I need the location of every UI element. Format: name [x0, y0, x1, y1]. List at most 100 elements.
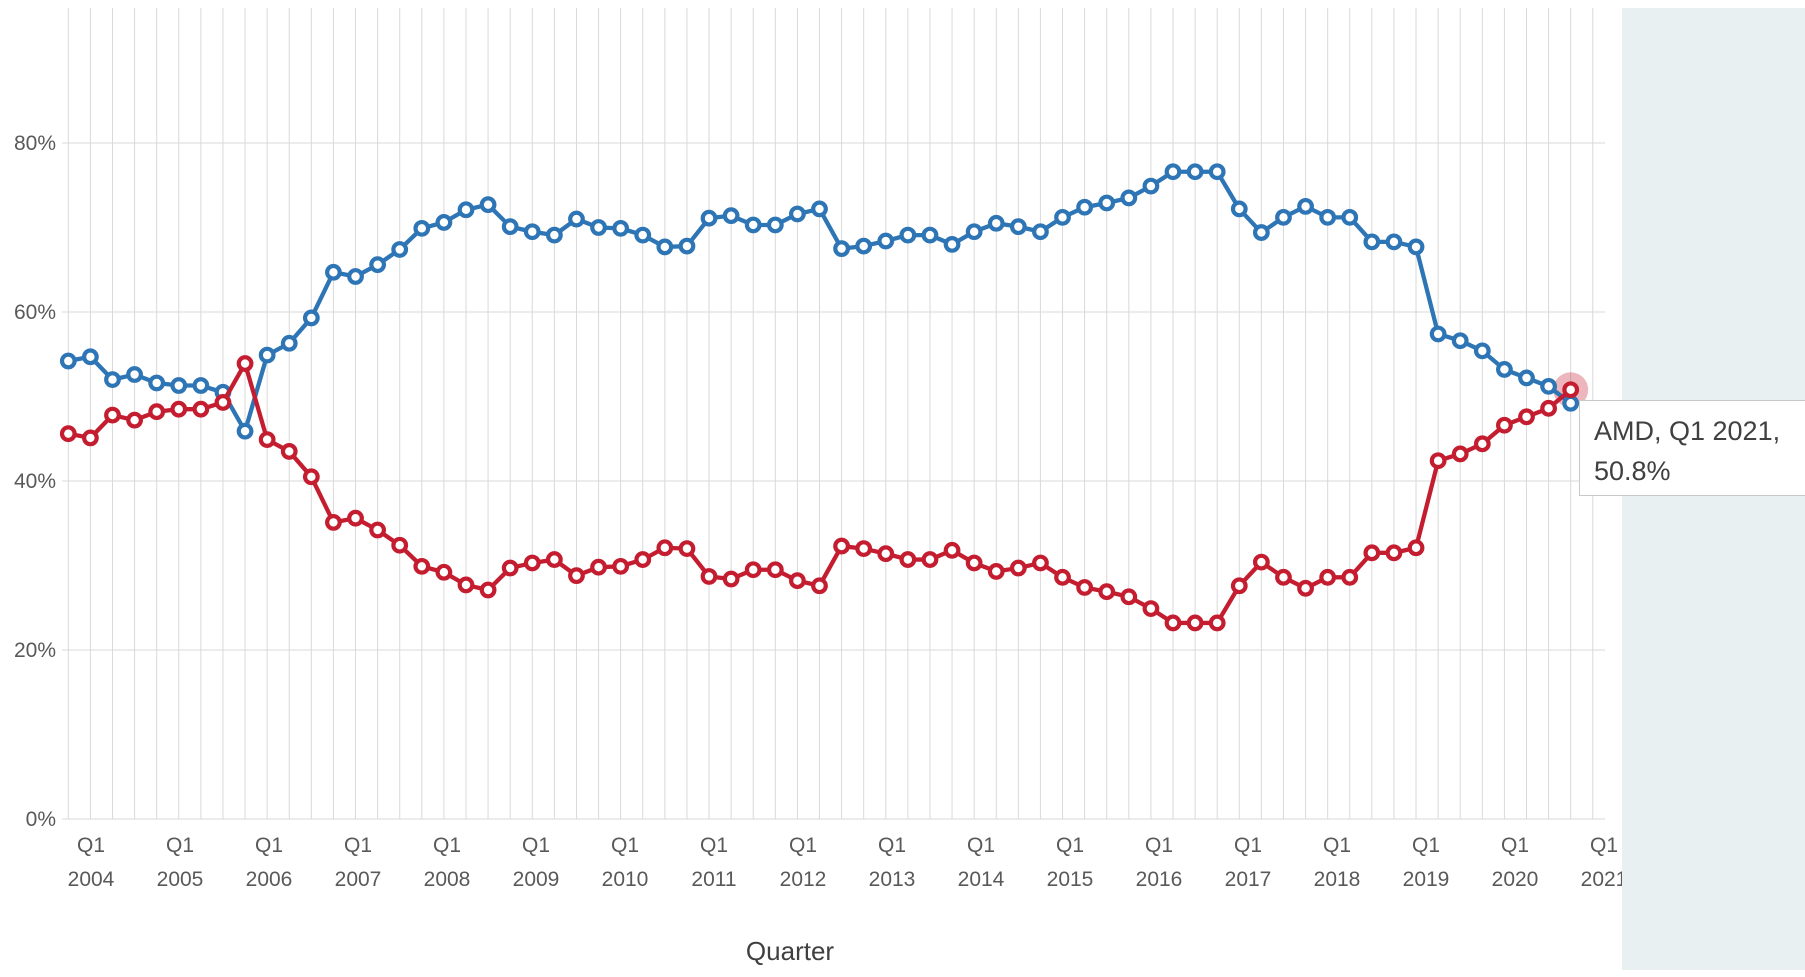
- data-point-marker-amd[interactable]: [899, 551, 917, 568]
- data-point-marker-blue[interactable]: [1385, 233, 1403, 251]
- data-point-marker-blue[interactable]: [877, 232, 895, 250]
- data-point-marker-amd[interactable]: [1054, 568, 1071, 586]
- data-point-marker-amd[interactable]: [877, 545, 895, 563]
- data-point-marker-blue[interactable]: [1076, 198, 1094, 216]
- data-point-marker-blue[interactable]: [678, 237, 696, 255]
- data-point-marker-blue[interactable]: [1562, 394, 1580, 412]
- data-point-marker-blue[interactable]: [1496, 361, 1513, 378]
- data-point-marker-amd[interactable]: [214, 394, 232, 411]
- data-point-marker-blue[interactable]: [590, 219, 607, 236]
- data-point-marker-blue[interactable]: [1341, 208, 1359, 226]
- data-point-marker-blue[interactable]: [965, 223, 983, 241]
- data-point-marker-amd[interactable]: [1407, 539, 1425, 557]
- data-point-marker-blue[interactable]: [59, 352, 77, 370]
- data-point-marker-amd[interactable]: [1009, 559, 1027, 577]
- data-point-marker-blue[interactable]: [1451, 332, 1469, 350]
- data-point-marker-blue[interactable]: [1009, 218, 1027, 236]
- data-point-marker-blue[interactable]: [435, 214, 453, 231]
- data-point-marker-amd[interactable]: [413, 557, 431, 575]
- data-point-marker-blue[interactable]: [833, 240, 850, 258]
- data-point-marker-amd[interactable]: [369, 521, 387, 539]
- data-point-marker-blue[interactable]: [81, 348, 99, 366]
- data-point-marker-amd[interactable]: [1186, 614, 1204, 632]
- data-point-marker-blue[interactable]: [1208, 163, 1226, 181]
- data-point-marker-amd[interactable]: [1142, 600, 1160, 617]
- data-point-marker-amd[interactable]: [479, 581, 497, 599]
- data-point-marker-amd[interactable]: [148, 403, 166, 421]
- data-point-marker-amd[interactable]: [1120, 588, 1138, 606]
- data-point-marker-amd[interactable]: [921, 551, 939, 568]
- data-point-marker-amd[interactable]: [391, 536, 409, 554]
- data-point-marker-blue[interactable]: [457, 201, 475, 219]
- data-point-marker-blue[interactable]: [1186, 163, 1204, 181]
- data-point-marker-amd[interactable]: [1164, 614, 1182, 632]
- data-point-marker-blue[interactable]: [1429, 325, 1447, 343]
- data-point-marker-amd[interactable]: [104, 406, 121, 424]
- data-point-marker-blue[interactable]: [369, 256, 387, 274]
- data-point-marker-amd[interactable]: [1252, 553, 1270, 571]
- data-point-marker-amd[interactable]: [833, 537, 850, 555]
- data-point-marker-amd[interactable]: [1562, 381, 1580, 399]
- data-point-marker-blue[interactable]: [280, 334, 298, 352]
- data-point-marker-blue[interactable]: [1252, 224, 1270, 241]
- data-point-marker-blue[interactable]: [921, 226, 939, 244]
- data-point-marker-amd[interactable]: [722, 570, 740, 588]
- data-point-marker-blue[interactable]: [192, 377, 210, 394]
- data-point-marker-amd[interactable]: [855, 540, 873, 557]
- data-point-marker-blue[interactable]: [347, 268, 364, 285]
- data-point-marker-amd[interactable]: [634, 551, 652, 568]
- data-point-marker-amd[interactable]: [1496, 416, 1513, 434]
- data-point-marker-amd[interactable]: [656, 539, 674, 557]
- data-point-marker-amd[interactable]: [987, 563, 1005, 580]
- data-point-marker-blue[interactable]: [1120, 189, 1138, 207]
- data-point-marker-amd[interactable]: [236, 355, 254, 372]
- data-point-marker-amd[interactable]: [1429, 452, 1447, 470]
- data-point-marker-blue[interactable]: [302, 309, 320, 327]
- data-point-marker-amd[interactable]: [789, 572, 806, 590]
- data-point-marker-amd[interactable]: [1230, 577, 1248, 595]
- data-point-marker-blue[interactable]: [479, 196, 497, 214]
- data-point-marker-blue[interactable]: [501, 218, 519, 236]
- data-point-marker-amd[interactable]: [1076, 579, 1094, 596]
- data-point-marker-blue[interactable]: [148, 374, 166, 392]
- data-point-marker-blue[interactable]: [1518, 369, 1535, 387]
- data-point-marker-amd[interactable]: [1385, 544, 1403, 562]
- data-point-marker-blue[interactable]: [943, 235, 961, 253]
- data-point-marker-blue[interactable]: [744, 216, 762, 234]
- data-point-marker-blue[interactable]: [1540, 377, 1557, 395]
- data-point-marker-amd[interactable]: [943, 541, 961, 559]
- data-point-marker-blue[interactable]: [170, 377, 188, 394]
- data-point-marker-amd[interactable]: [435, 563, 453, 581]
- data-point-marker-amd[interactable]: [302, 468, 320, 486]
- data-point-marker-blue[interactable]: [656, 238, 674, 256]
- data-point-marker-amd[interactable]: [192, 400, 210, 418]
- data-point-marker-blue[interactable]: [104, 371, 121, 389]
- data-point-marker-amd[interactable]: [126, 411, 143, 429]
- data-point-marker-blue[interactable]: [722, 207, 740, 225]
- data-point-marker-amd[interactable]: [811, 577, 828, 595]
- data-point-marker-blue[interactable]: [1032, 223, 1049, 241]
- data-point-marker-blue[interactable]: [1164, 163, 1182, 181]
- data-point-marker-blue[interactable]: [766, 216, 784, 234]
- data-point-marker-amd[interactable]: [501, 559, 519, 577]
- data-point-marker-amd[interactable]: [1518, 408, 1535, 426]
- data-point-marker-blue[interactable]: [1230, 200, 1248, 218]
- data-point-marker-blue[interactable]: [987, 214, 1005, 232]
- data-point-marker-blue[interactable]: [1319, 208, 1337, 226]
- data-point-marker-amd[interactable]: [1363, 544, 1381, 562]
- data-point-marker-amd[interactable]: [1540, 399, 1557, 417]
- data-point-marker-blue[interactable]: [612, 219, 630, 237]
- data-point-marker-amd[interactable]: [568, 567, 585, 585]
- data-point-marker-blue[interactable]: [1275, 208, 1292, 226]
- data-point-marker-amd[interactable]: [258, 431, 276, 448]
- data-point-marker-amd[interactable]: [1208, 614, 1226, 632]
- data-point-marker-amd[interactable]: [1032, 554, 1049, 572]
- data-point-marker-blue[interactable]: [1142, 177, 1160, 195]
- data-point-marker-blue[interactable]: [899, 226, 917, 244]
- data-point-marker-amd[interactable]: [1341, 568, 1359, 586]
- data-point-marker-blue[interactable]: [1098, 194, 1116, 212]
- data-point-marker-amd[interactable]: [766, 561, 784, 579]
- data-point-marker-amd[interactable]: [347, 509, 364, 527]
- data-point-marker-blue[interactable]: [634, 226, 652, 244]
- data-point-marker-blue[interactable]: [1297, 197, 1314, 215]
